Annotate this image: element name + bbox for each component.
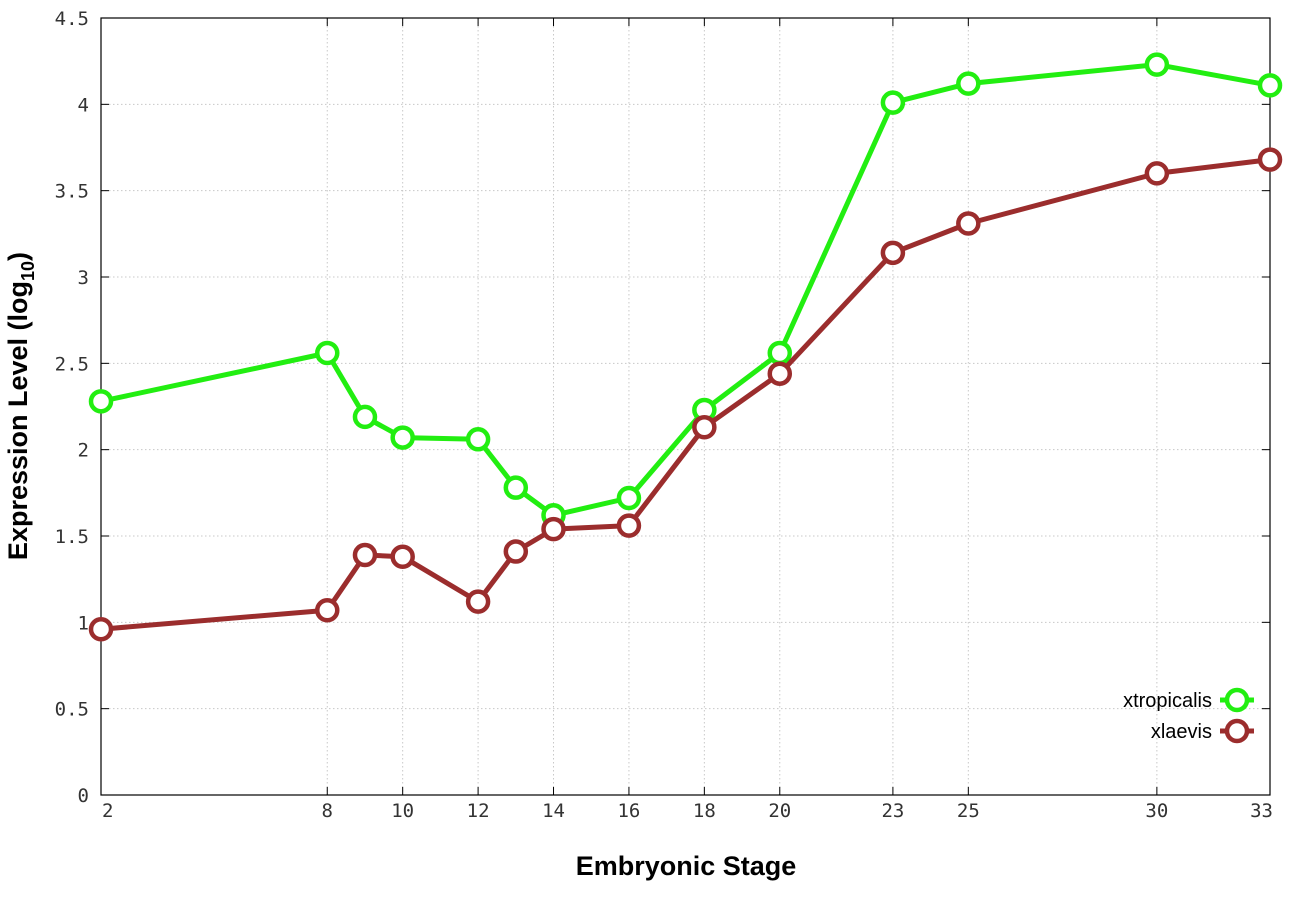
data-point-xtropicalis	[503, 475, 529, 500]
data-point-xlaevis	[315, 597, 340, 623]
legend-label-xtropicalis: xtropicalis	[1123, 690, 1212, 712]
data-point-xtropicalis	[315, 340, 340, 366]
data-point-xtropicalis	[352, 404, 378, 430]
y-tick-label: 3	[78, 267, 89, 289]
data-point-xlaevis	[541, 516, 566, 542]
x-tick-label: 23	[881, 800, 904, 822]
x-tick-label: 14	[542, 800, 565, 822]
y-tick-label: 0.5	[55, 699, 89, 721]
legend-marker-xlaevis	[1224, 718, 1250, 744]
x-tick-label: 20	[768, 800, 791, 822]
data-point-xlaevis	[692, 414, 717, 440]
data-point-xtropicalis	[1257, 73, 1283, 98]
y-axis-title-close: )	[3, 252, 33, 261]
axis-ticks	[100, 17, 1271, 796]
x-tick-label: 10	[391, 800, 414, 822]
data-point-xlaevis	[465, 589, 491, 614]
x-tick-label: 2	[102, 800, 113, 822]
series-line-xlaevis	[98, 157, 1273, 632]
y-tick-label: 4	[78, 94, 89, 116]
series-line-xtropicalis	[98, 62, 1273, 518]
y-tick-label: 1.5	[55, 526, 89, 548]
grid	[101, 18, 1270, 795]
y-tick-label: 3.5	[55, 181, 89, 203]
data-point-xtropicalis	[956, 71, 981, 96]
y-tick-label: 1	[78, 612, 89, 634]
x-tick-label: 30	[1145, 800, 1168, 822]
y-axis-title: Expression Level (log10)	[3, 252, 38, 560]
data-point-xlaevis	[956, 211, 981, 236]
y-tick-label: 0	[78, 785, 89, 807]
data-point-xlaevis	[767, 361, 793, 386]
plot-frame	[100, 17, 1271, 796]
series-xlaevis	[88, 147, 1283, 642]
data-point-xtropicalis	[465, 427, 491, 452]
x-tick-label: 33	[1250, 800, 1273, 822]
data-point-xtropicalis	[880, 90, 906, 115]
x-tick-label: 16	[617, 800, 640, 822]
series-group	[88, 52, 1283, 642]
data-point-xlaevis	[503, 539, 529, 564]
data-point-xtropicalis	[767, 340, 793, 366]
y-tick-label: 2	[78, 440, 89, 462]
data-point-xtropicalis	[390, 425, 415, 450]
x-tick-label: 12	[467, 800, 490, 822]
x-tick-label: 8	[322, 800, 333, 822]
tick-labels: 0 0.5 1 1.5 2 2.5 3 3.5 4 4.5 2 8 10 12 14 16 18 20 23 25 30…	[55, 8, 1273, 822]
x-tick-label: 18	[693, 800, 716, 822]
y-axis-title-main: Expression Level (log	[3, 281, 33, 560]
x-axis-title: Embryonic Stage	[576, 851, 797, 881]
data-point-xlaevis	[1257, 147, 1283, 172]
legend-marker-xtropicalis	[1224, 687, 1250, 713]
data-point-xlaevis	[880, 240, 906, 266]
legend: xtropicalis xlaevis	[1123, 687, 1254, 744]
legend-label-xlaevis: xlaevis	[1151, 721, 1212, 743]
series-xtropicalis	[88, 52, 1283, 528]
y-axis-title-subscript: 10	[18, 261, 38, 281]
data-point-xlaevis	[616, 513, 642, 538]
data-point-xtropicalis	[1144, 52, 1170, 77]
data-point-xlaevis	[390, 544, 415, 569]
x-tick-label: 25	[957, 800, 980, 822]
data-point-xlaevis	[88, 616, 114, 642]
data-point-xtropicalis	[88, 389, 114, 414]
y-tick-label: 4.5	[55, 8, 89, 30]
data-point-xlaevis	[352, 542, 378, 568]
y-tick-label: 2.5	[55, 353, 89, 375]
data-point-xlaevis	[1144, 161, 1170, 186]
data-point-xtropicalis	[616, 485, 642, 511]
